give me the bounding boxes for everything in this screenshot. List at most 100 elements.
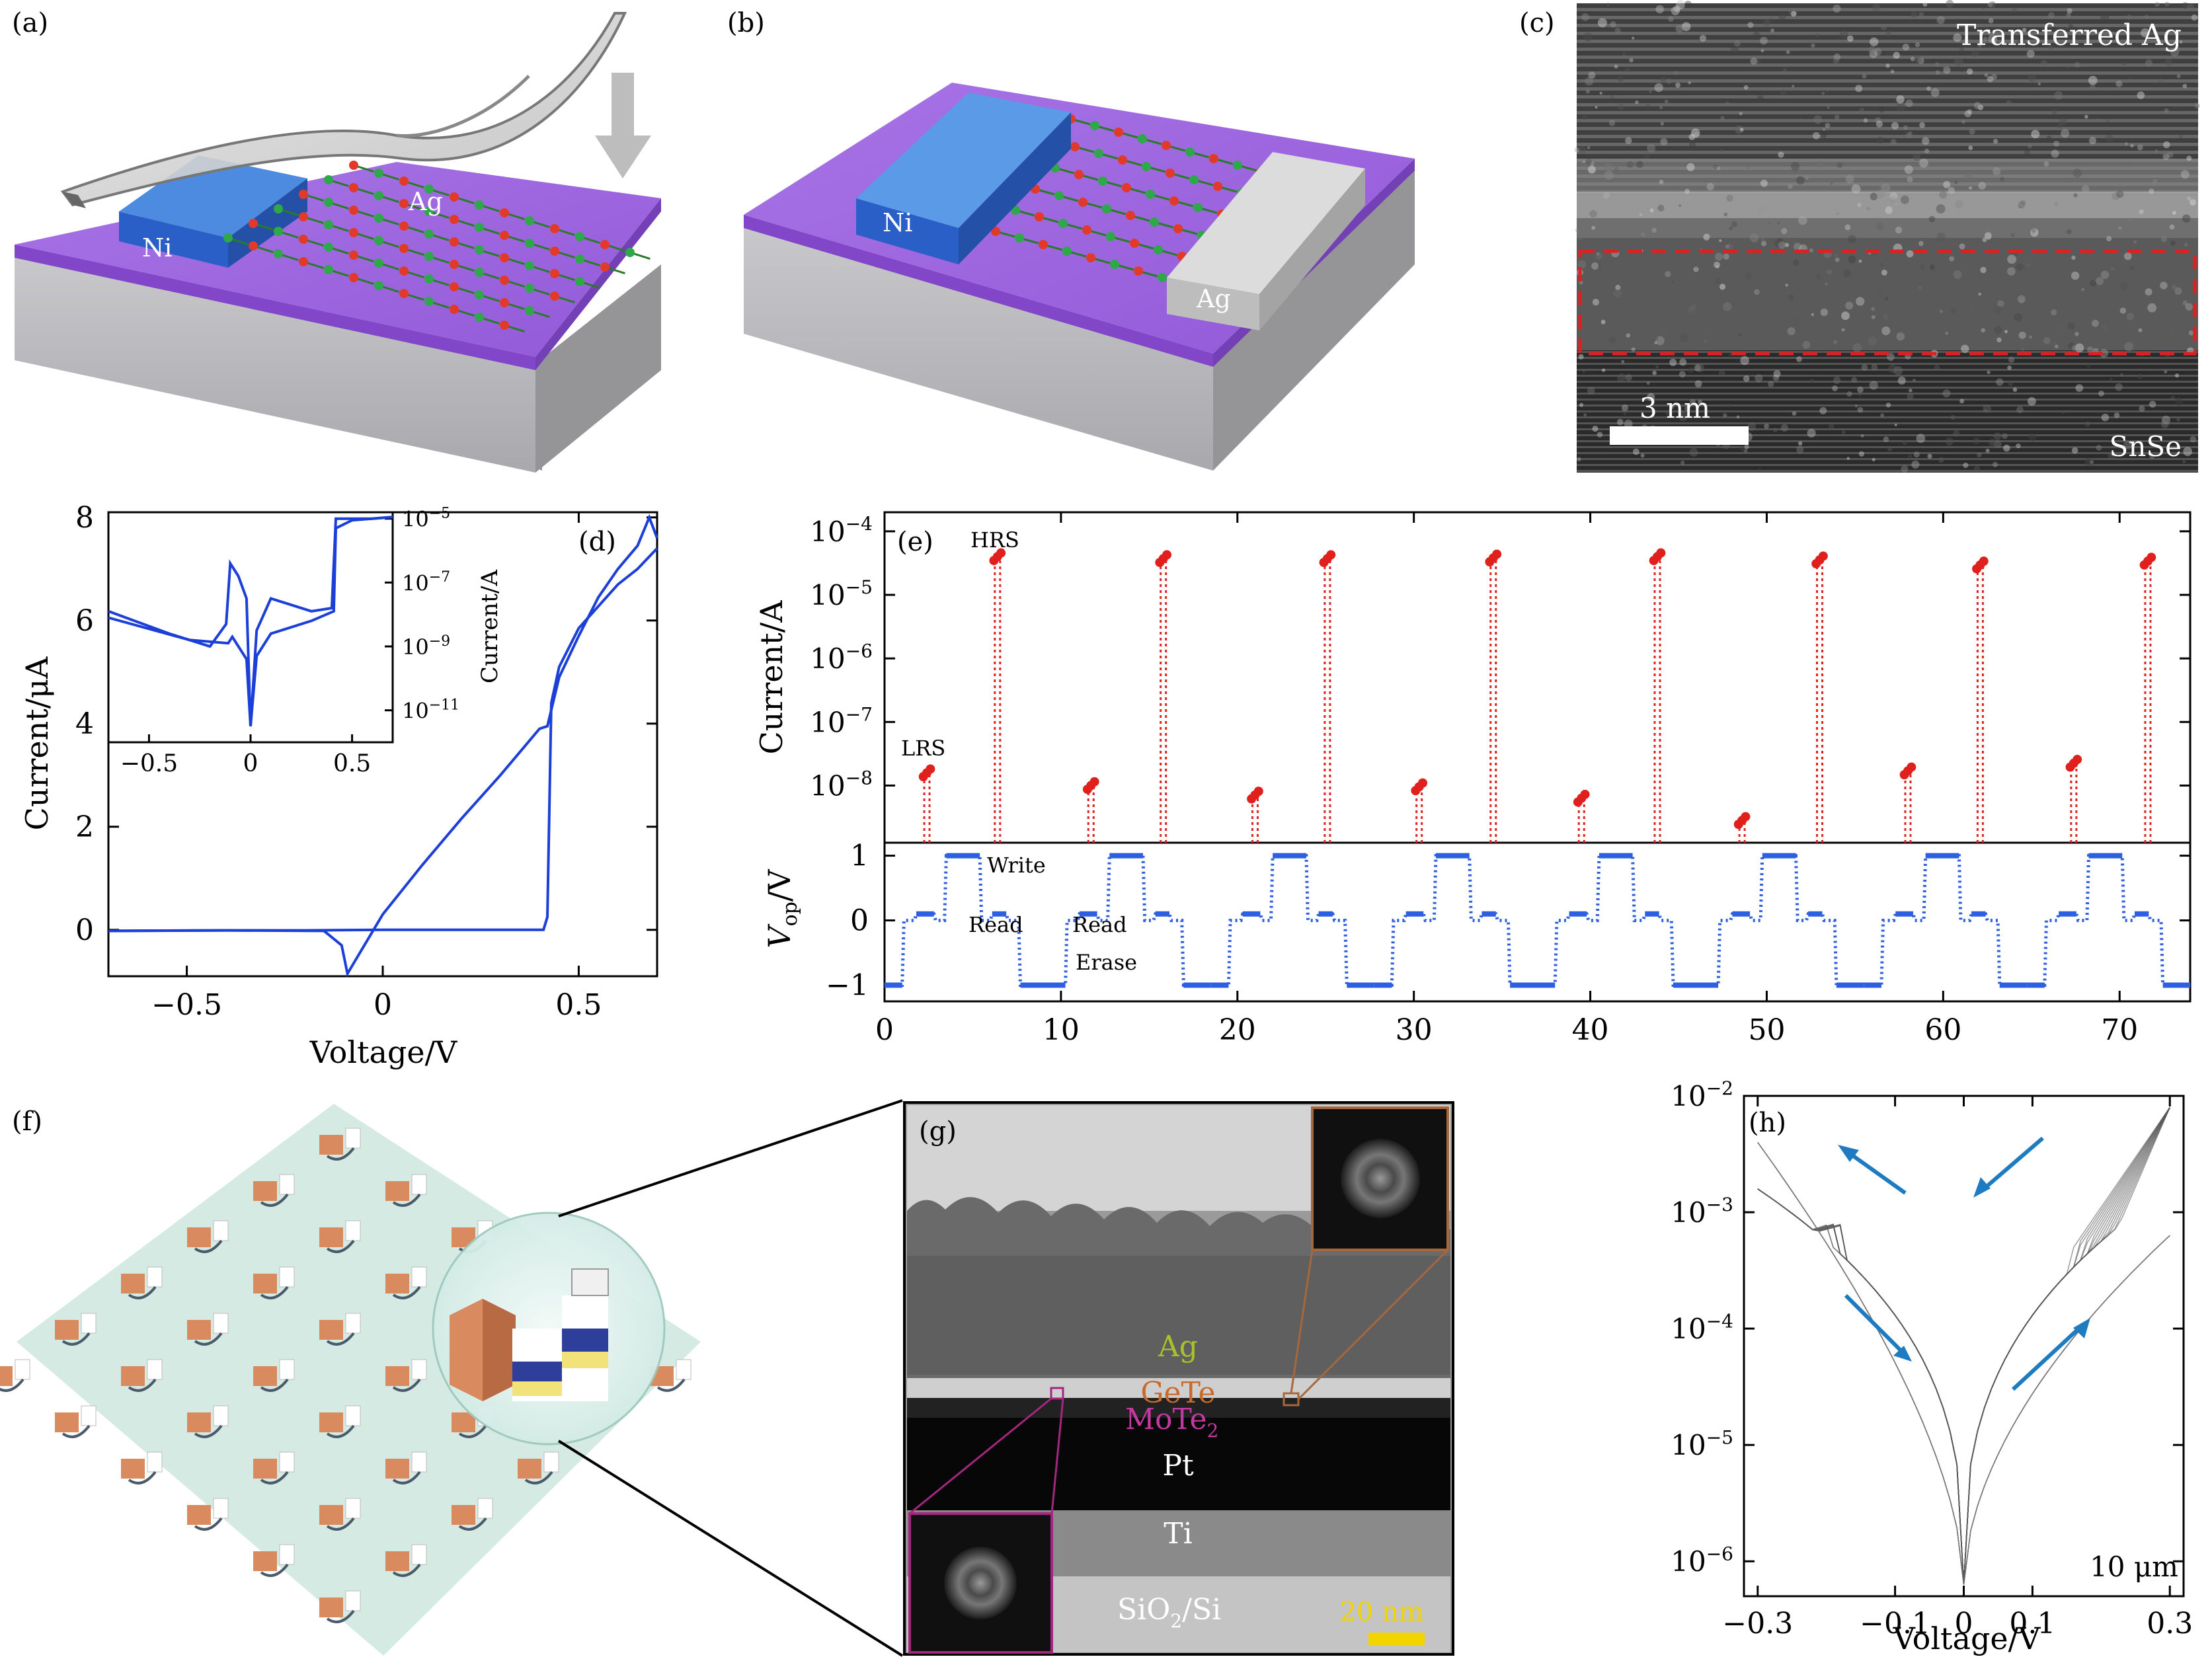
chart-h-sweeps (1757, 1107, 2170, 1585)
tem-speckle (1719, 239, 1722, 243)
tem-speckle (2182, 460, 2186, 463)
tem-speckle (2054, 202, 2059, 206)
tem-speckle (2182, 2, 2189, 9)
tem-speckle (1907, 454, 1913, 459)
tem-speckle (2130, 143, 2134, 148)
tem-speckle (2170, 240, 2176, 246)
lattice-atom (324, 265, 333, 274)
tem-speckle (1983, 408, 1987, 412)
tem-speckle (1761, 241, 1767, 247)
tem-speckle (2030, 228, 2039, 237)
tem-speckle (1622, 52, 1626, 56)
tem-speckle (1583, 115, 1588, 120)
iv-sweep-on (1757, 1107, 2170, 1585)
tem-speckle (1913, 153, 1921, 161)
tem-speckle (1764, 423, 1770, 429)
tem-speckle (2012, 387, 2018, 392)
tem-speckle (2014, 313, 2023, 322)
tem-speckle (1949, 256, 1955, 262)
tem-speckle (1594, 343, 1600, 350)
tem-speckle (2185, 303, 2193, 311)
tem-speckle (2164, 58, 2172, 66)
tem-speckle (1887, 447, 1893, 452)
tem-speckle (2174, 287, 2182, 295)
tem-speckle (2017, 295, 2026, 303)
tem-speckle (1911, 460, 1920, 469)
lattice-atom (1054, 191, 1064, 200)
lattice-atom (525, 284, 534, 293)
tem-speckle (1943, 180, 1951, 188)
tem-speckle (2047, 135, 2052, 140)
inset-x-tick-label: −0.5 (120, 750, 178, 777)
array-cell-device (279, 1266, 295, 1288)
tem-speckle (1793, 243, 1801, 251)
tem-speckle (1885, 30, 1891, 36)
tem-speckle (1980, 266, 1987, 274)
tem-speckle (2066, 12, 2071, 17)
tem-speckle (2124, 252, 2132, 260)
lattice-atom (399, 244, 409, 253)
tem-speckle (1597, 432, 1603, 438)
tem-speckle (1936, 232, 1946, 242)
fft-region-marker-bottom (1050, 1387, 1064, 1400)
lattice-atom (1158, 273, 1167, 282)
tem-speckle (1617, 75, 1624, 82)
tem-speckle (2167, 151, 2174, 158)
tem-speckle (1596, 252, 1600, 256)
tem-speckle (2182, 300, 2188, 306)
tem-speckle (1598, 264, 1602, 268)
x-tick-label: 20 (1219, 1013, 1256, 1047)
tem-speckle (1649, 90, 1652, 94)
tem-speckle (2026, 262, 2031, 267)
tem-speckle (1743, 449, 1748, 453)
array-cell-device (411, 1451, 427, 1473)
tem-speckle (1950, 414, 1955, 420)
tem-speckle (1669, 358, 1677, 366)
tem-speckle (1987, 2, 1993, 7)
tem-speckle (1680, 460, 1685, 465)
tem-speckle (1796, 356, 1802, 362)
tem-speckle (1641, 232, 1645, 237)
tem-speckle (1841, 328, 1845, 332)
tem-speckle (1727, 243, 1733, 250)
y-tick-label: 10−5 (1671, 1426, 1733, 1461)
tem-speckle (2169, 327, 2176, 332)
tem-speckle (1767, 221, 1770, 225)
inset-y-tick-label: 10−11 (402, 697, 459, 723)
tem-speckle (1888, 364, 1897, 373)
tem-speckle (1978, 43, 1983, 48)
current-point (996, 548, 1006, 558)
tem-speckle (1977, 452, 1982, 457)
tem-speckle (2067, 342, 2075, 350)
tem-speckle (2086, 363, 2091, 368)
lattice-atom (450, 305, 459, 314)
lattice-atom (299, 190, 308, 199)
tem-speckle (1706, 182, 1714, 191)
tem-speckle (1786, 50, 1790, 54)
array-cell-device (345, 1220, 361, 1241)
tem-speckle (1687, 305, 1695, 314)
lattice-atom (349, 251, 358, 260)
tem-speckle (1595, 252, 1602, 260)
tem-speckle (1809, 248, 1813, 252)
tem-speckle (1892, 114, 1896, 118)
tem-speckle (2126, 161, 2131, 167)
lattice-atom (500, 231, 509, 240)
lattice-atom (399, 289, 409, 298)
tem-speckle (1680, 19, 1683, 22)
tem-speckle (1643, 153, 1649, 159)
tem-speckle (1592, 299, 1599, 306)
panel-letter-d: (d) (578, 527, 616, 557)
lattice-atom (550, 291, 559, 301)
array-cell-wire (326, 1239, 355, 1253)
tem-speckle (1993, 461, 1998, 467)
tem-speckle (1760, 49, 1764, 53)
tem-speckle (1715, 252, 1723, 261)
tem-speckle (1624, 419, 1633, 428)
tem-speckle (2067, 8, 2073, 14)
tem-speckle (1768, 17, 1772, 20)
flexible-ag-sheet (60, 12, 627, 208)
tem-speckle (1885, 297, 1889, 301)
lattice-atom (349, 273, 358, 282)
tem-speckle (1834, 254, 1838, 258)
